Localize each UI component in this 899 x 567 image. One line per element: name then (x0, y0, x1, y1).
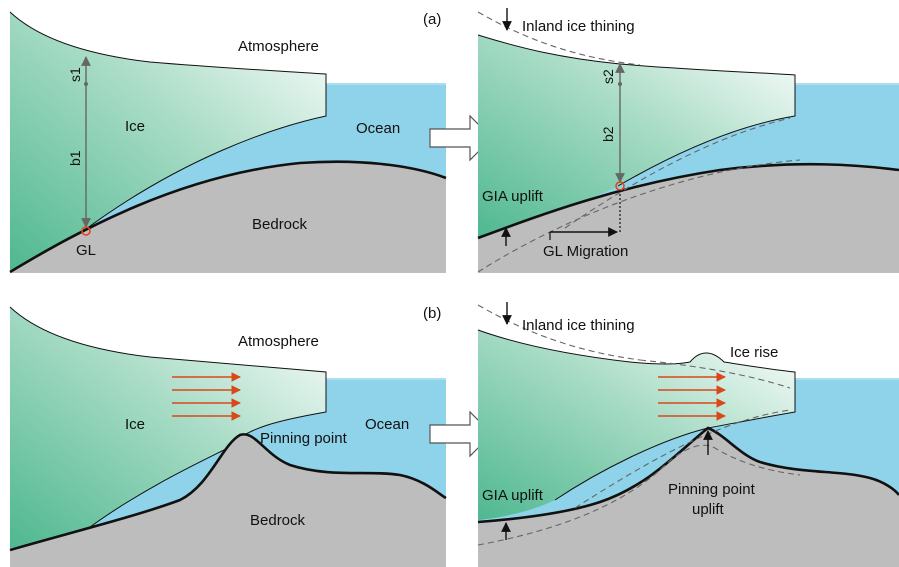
surface-elevation-label: s1 (67, 67, 83, 82)
ice-thickness-label: b1 (67, 150, 83, 166)
ocean-label: Ocean (365, 416, 409, 433)
ocean-label: Ocean (356, 120, 400, 137)
bedrock-area (10, 161, 446, 273)
gl-migration-label: GL Migration (543, 243, 628, 260)
ice-label: Ice (125, 118, 145, 135)
panel-b-tag: (b) (423, 305, 441, 322)
bedrock-area (478, 164, 899, 273)
atmosphere-label: Atmosphere (238, 333, 319, 350)
pinning-point-label: Pinning point (260, 430, 348, 447)
inland-thinning-label: Inland ice thining (522, 18, 635, 35)
bedrock-label: Bedrock (252, 216, 308, 233)
bedrock-area (478, 428, 899, 567)
inland-thinning-label: Inland ice thining (522, 317, 635, 334)
panel-a-left: Atmosphere Ice Ocean Bedrock GL s1 b1 (9, 11, 447, 274)
panel-a-tag: (a) (423, 11, 441, 28)
ice-shelf (10, 307, 326, 548)
panel-a-right: Inland ice thining GIA uplift GL Migrati… (477, 8, 899, 273)
panel-b-left: Atmosphere Ice Ocean Pinning point Bedro… (9, 306, 447, 567)
bedrock-label: Bedrock (250, 512, 306, 529)
atmosphere-label: Atmosphere (238, 38, 319, 55)
ice-label: Ice (125, 416, 145, 433)
panel-b-right: Inland ice thining Ice rise GIA uplift P… (477, 302, 899, 567)
grounding-line-label: GL (76, 242, 96, 259)
gia-uplift-label: GIA uplift (482, 487, 544, 504)
gia-uplift-label: GIA uplift (482, 188, 544, 205)
pinning-uplift-label-line2: uplift (692, 501, 725, 518)
bedrock-area (10, 434, 446, 567)
ice-thickness-label: b2 (600, 126, 616, 142)
ice-shelf (478, 35, 795, 238)
ice-rise-label: Ice rise (730, 344, 778, 361)
surface-elevation-label: s2 (600, 69, 616, 84)
grounding-line-marker (81, 226, 91, 236)
pinning-uplift-label-line1: Pinning point (668, 481, 756, 498)
